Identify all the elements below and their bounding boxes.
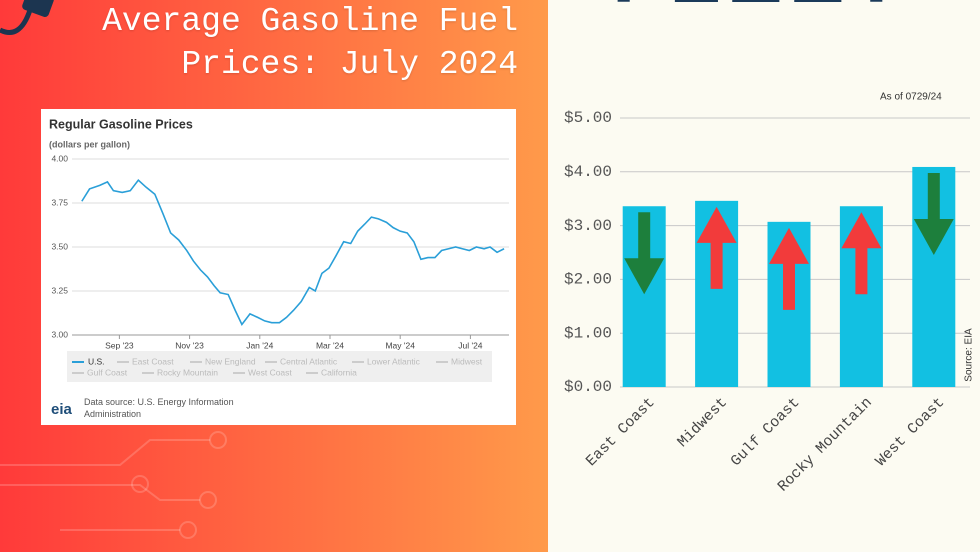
legend-label: New England bbox=[205, 356, 256, 366]
x-tick-label: Jan '24 bbox=[246, 340, 273, 350]
y-tick-label: 3.00 bbox=[51, 329, 68, 339]
y-tick-label: $1.00 bbox=[564, 324, 612, 342]
legend-label: Gulf Coast bbox=[87, 367, 128, 377]
y-tick-label: $4.00 bbox=[564, 163, 612, 181]
price-line bbox=[81, 178, 505, 326]
x-tick-label: Mar '24 bbox=[316, 340, 344, 350]
trend-arrow bbox=[913, 172, 954, 255]
chart-subtitle: (dollars per gallon) bbox=[49, 139, 130, 149]
legend-label: U.S. bbox=[88, 356, 105, 366]
trend-arrow bbox=[624, 212, 665, 295]
y-tick-label: $3.00 bbox=[564, 217, 612, 235]
x-tick-label: Jul '24 bbox=[458, 340, 483, 350]
source-logo: eia bbox=[51, 401, 73, 418]
source-text: Data source: U.S. Energy Information Adm… bbox=[84, 397, 234, 419]
x-tick-label: Sep '23 bbox=[105, 340, 134, 350]
logo: FLEET bbox=[612, 0, 908, 20]
y-tick-label: $0.00 bbox=[564, 378, 612, 396]
y-tick-label: 4.00 bbox=[51, 153, 68, 163]
x-tick-label: Nov '23 bbox=[175, 340, 204, 350]
circuit-decoration bbox=[0, 431, 227, 539]
fuel-nozzle-icon bbox=[0, 0, 54, 35]
trend-arrow bbox=[841, 212, 882, 295]
legend-box bbox=[67, 351, 492, 382]
legend-label: Central Atlantic bbox=[280, 356, 338, 366]
right-panel bbox=[548, 0, 980, 552]
trend-arrow bbox=[769, 227, 809, 310]
y-tick-label: $5.00 bbox=[564, 109, 612, 127]
y-tick-label: 3.75 bbox=[51, 197, 68, 207]
y-tick-label: 3.50 bbox=[51, 241, 68, 251]
y-tick-label: $2.00 bbox=[564, 271, 612, 289]
source-note: Source: EIA bbox=[964, 328, 975, 382]
legend-label: Midwest bbox=[451, 356, 483, 366]
legend-label: East Coast bbox=[132, 356, 174, 366]
y-tick-label: 3.25 bbox=[51, 285, 68, 295]
legend-label: California bbox=[321, 367, 357, 377]
page-title: Average Gasoline Fuel Prices: July 2024 bbox=[102, 3, 518, 83]
x-tick-label: May '24 bbox=[385, 340, 415, 350]
trend-arrow bbox=[696, 206, 737, 289]
chart-title: Regular Gasoline Prices bbox=[49, 117, 193, 131]
annotation: As of 0729/24 bbox=[880, 92, 942, 103]
legend-label: Lower Atlantic bbox=[367, 356, 421, 366]
legend-label: West Coast bbox=[248, 367, 292, 377]
legend-label: Rocky Mountain bbox=[157, 367, 218, 377]
